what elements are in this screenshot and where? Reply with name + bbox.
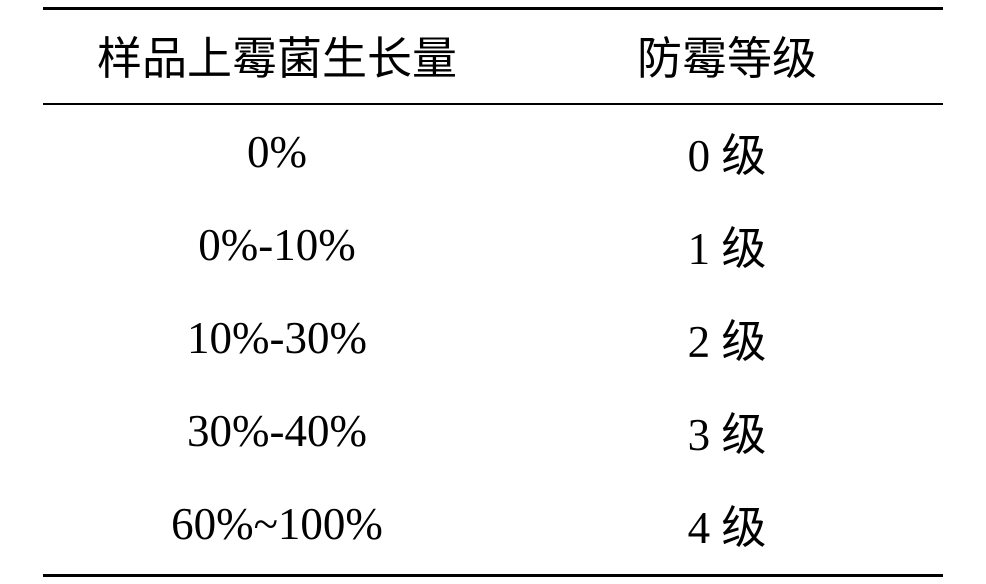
- mold-grade-table-container: 样品上霉菌生长量 防霉等级 0% 0 级 0%-10% 1 级 10%-30% …: [43, 7, 943, 577]
- table-row: 60%~100% 4 级: [43, 477, 943, 576]
- cell-growth: 60%~100%: [43, 477, 511, 576]
- cell-growth: 10%-30%: [43, 291, 511, 384]
- cell-grade: 0 级: [511, 104, 943, 198]
- table-row: 30%-40% 3 级: [43, 384, 943, 477]
- cell-growth: 30%-40%: [43, 384, 511, 477]
- column-header-growth: 样品上霉菌生长量: [43, 9, 511, 105]
- cell-grade: 4 级: [511, 477, 943, 576]
- cell-grade: 3 级: [511, 384, 943, 477]
- cell-grade: 1 级: [511, 198, 943, 291]
- cell-grade: 2 级: [511, 291, 943, 384]
- table-header-row: 样品上霉菌生长量 防霉等级: [43, 9, 943, 105]
- table-row: 0%-10% 1 级: [43, 198, 943, 291]
- cell-growth: 0%: [43, 104, 511, 198]
- table-row: 10%-30% 2 级: [43, 291, 943, 384]
- table-row: 0% 0 级: [43, 104, 943, 198]
- mold-grade-table: 样品上霉菌生长量 防霉等级 0% 0 级 0%-10% 1 级 10%-30% …: [43, 7, 943, 577]
- cell-growth: 0%-10%: [43, 198, 511, 291]
- column-header-grade: 防霉等级: [511, 9, 943, 105]
